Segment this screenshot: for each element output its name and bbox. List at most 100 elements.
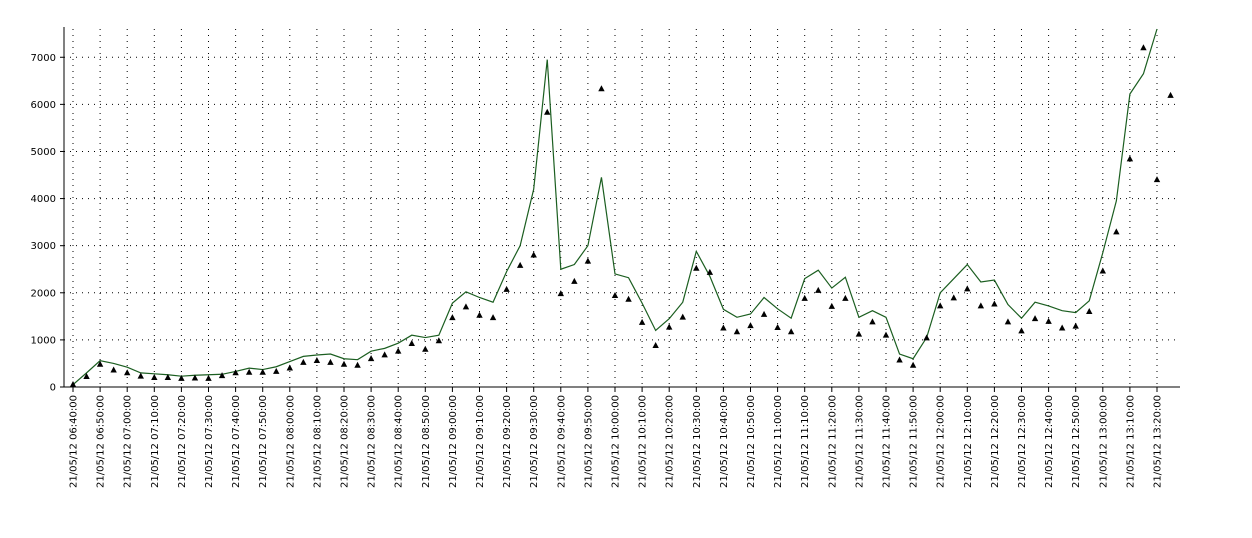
x-tick-label: 21/05/12 11:10:00 (800, 395, 811, 488)
data-point-marker (1113, 228, 1120, 235)
y-tick-label: 3000 (31, 241, 56, 252)
x-tick-label: 21/05/12 08:50:00 (421, 395, 432, 488)
data-point-marker (1004, 318, 1012, 325)
x-tick-label: 21/05/12 12:10:00 (963, 395, 974, 488)
x-tick-label: 21/05/12 12:00:00 (936, 395, 947, 488)
x-tick-label: 21/05/12 12:50:00 (1071, 395, 1082, 488)
data-point-marker (245, 368, 253, 375)
data-point-marker (1167, 91, 1174, 98)
data-point-marker (923, 334, 930, 341)
x-tick-label: 21/05/12 09:10:00 (475, 395, 486, 488)
x-tick-label: 21/05/12 09:50:00 (583, 395, 594, 488)
axes (60, 27, 1180, 392)
data-point-marker (625, 295, 632, 302)
data-point-marker (286, 364, 293, 371)
y-tick-labels: 0 1000 2000 3000 4000 5000 6000 7000 (31, 53, 56, 394)
data-point-marker (151, 373, 158, 380)
data-point-marker (367, 355, 375, 362)
x-tick-label: 21/05/12 10:00:00 (611, 395, 622, 488)
grid (64, 29, 1180, 387)
data-point-marker (679, 313, 686, 320)
x-tick-label: 21/05/12 11:40:00 (882, 395, 893, 488)
x-tick-label: 21/05/12 07:30:00 (204, 395, 215, 488)
data-point-marker (489, 314, 497, 321)
data-point-marker (259, 368, 266, 375)
data-point-marker (530, 251, 537, 258)
series (69, 28, 1174, 388)
x-tick-label: 21/05/12 11:50:00 (909, 395, 920, 488)
x-tick-label: 21/05/12 10:40:00 (719, 395, 730, 488)
data-point-marker (164, 373, 172, 380)
data-point-marker (381, 351, 388, 358)
data-point-marker (422, 345, 429, 352)
x-tick-label: 21/05/12 06:50:00 (96, 395, 107, 488)
data-point-marker (611, 292, 619, 299)
x-tick-label: 21/05/12 11:00:00 (773, 395, 784, 488)
x-tick-label: 21/05/12 07:00:00 (123, 395, 134, 488)
x-tick-label: 21/05/12 10:30:00 (692, 395, 703, 488)
x-tick-label: 21/05/12 13:20:00 (1153, 395, 1164, 488)
y-tick-label: 2000 (31, 288, 56, 299)
x-tick-labels: 21/05/12 06:40:00 21/05/12 06:50:00 21/05/… (69, 395, 1164, 488)
data-point-marker (801, 294, 808, 301)
x-tick-label: 21/05/12 13:10:00 (1125, 395, 1136, 488)
data-point-marker (693, 264, 700, 271)
data-point-marker (964, 285, 971, 292)
x-tick-label: 21/05/12 07:40:00 (231, 395, 242, 488)
data-point-marker (503, 285, 510, 292)
x-tick-label: 21/05/12 08:40:00 (394, 395, 405, 488)
data-point-marker (774, 324, 781, 331)
data-point-marker (598, 85, 605, 92)
data-point-marker (273, 367, 280, 374)
data-point-marker (1099, 267, 1106, 274)
data-point-marker (638, 318, 646, 325)
x-tick-label: 21/05/12 09:20:00 (502, 395, 513, 488)
y-tick-label: 6000 (31, 100, 56, 111)
data-point-marker (354, 361, 361, 368)
series-line (72, 28, 1158, 386)
data-point-marker (855, 330, 863, 337)
x-tick-label: 21/05/12 08:20:00 (340, 395, 351, 488)
data-point-marker (137, 372, 144, 379)
x-tick-label: 21/05/12 10:20:00 (665, 395, 676, 488)
data-point-marker (1126, 155, 1134, 162)
data-point-marker (300, 358, 307, 365)
data-point-marker (1086, 308, 1093, 315)
data-point-marker (1045, 317, 1052, 324)
data-point-marker (950, 294, 957, 301)
data-point-marker (869, 318, 876, 325)
x-tick-label: 21/05/12 09:00:00 (448, 395, 459, 488)
data-point-marker (842, 294, 849, 301)
data-point-marker (882, 331, 890, 338)
x-tick-label: 21/05/12 13:00:00 (1098, 395, 1109, 488)
x-tick-label: 21/05/12 12:40:00 (1044, 395, 1055, 488)
y-tick-label: 7000 (31, 53, 56, 64)
x-tick-label: 21/05/12 12:20:00 (990, 395, 1001, 488)
data-point-marker (991, 300, 998, 307)
data-point-marker (1140, 44, 1147, 51)
data-point-marker (313, 357, 321, 364)
data-point-marker (815, 286, 822, 293)
x-tick-label: 21/05/12 07:20:00 (177, 395, 188, 488)
y-tick-label: 1000 (31, 335, 56, 346)
y-tick-label: 5000 (31, 147, 56, 158)
data-point-marker (69, 381, 77, 388)
data-point-marker (557, 290, 564, 297)
data-point-marker (476, 311, 483, 318)
data-point-marker (652, 341, 659, 348)
x-tick-label: 21/05/12 11:30:00 (854, 395, 865, 488)
y-tick-label: 4000 (31, 194, 56, 205)
data-point-marker (828, 302, 835, 309)
data-point-marker (327, 358, 334, 365)
x-tick-label: 21/05/12 09:30:00 (529, 395, 540, 488)
data-point-marker (124, 369, 131, 376)
data-point-marker (977, 302, 985, 309)
data-point-marker (435, 337, 443, 344)
data-point-marker (896, 356, 903, 363)
x-tick-label: 21/05/12 10:10:00 (638, 395, 649, 488)
x-tick-label: 21/05/12 10:50:00 (746, 395, 757, 488)
x-tick-label: 21/05/12 12:30:00 (1017, 395, 1028, 488)
data-point-marker (544, 108, 551, 115)
data-point-marker (232, 369, 239, 376)
